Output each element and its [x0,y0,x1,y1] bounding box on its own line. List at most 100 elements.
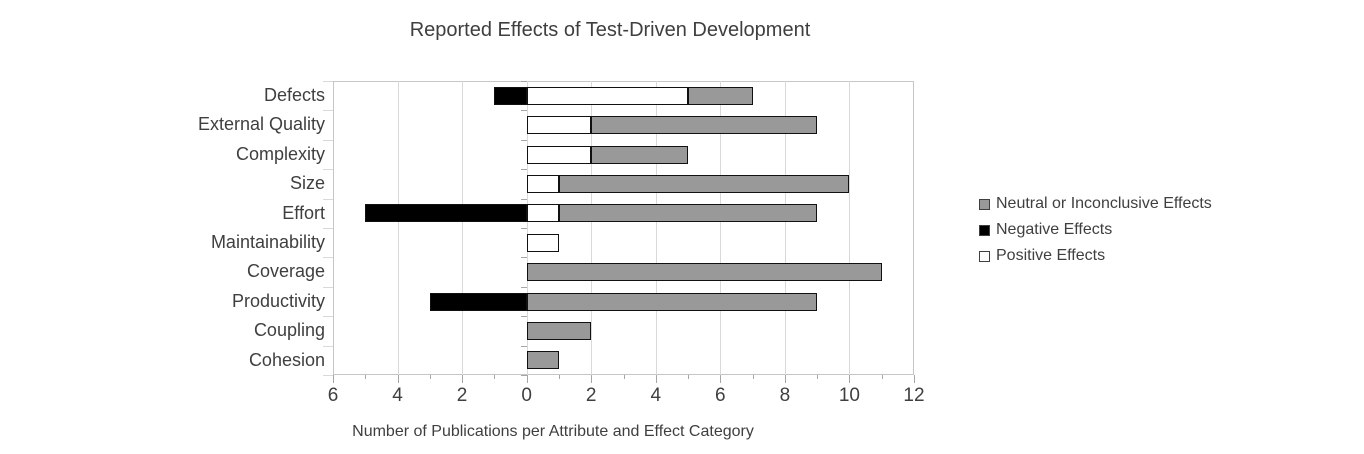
legend-swatch-negative [979,224,990,236]
y-axis-zero-tick [520,228,527,229]
bar-positive-4 [526,204,559,223]
category-label: Complexity [235,143,325,164]
x-axis-minor-tick [429,375,431,379]
bar-positive-3 [526,174,559,193]
bar-neutral-1 [591,116,818,135]
x-tick-label: 4 [650,385,662,406]
y-axis-edge-tick [323,169,333,171]
bar-positive-1 [526,116,592,135]
category-label: Maintainability [210,232,325,252]
legend-swatch-neutral [979,198,990,210]
legend-label-positive: Positive Effects [996,247,1106,264]
x-axis-major-tick [655,375,657,383]
x-tick-label: 6 [715,385,726,406]
gridline [655,81,657,375]
x-axis-minor-tick [817,375,819,379]
x-axis-major-tick [591,375,593,383]
x-axis-minor-tick [623,375,625,379]
y-axis-edge-tick [323,139,333,141]
x-axis-major-tick [849,375,851,383]
category-label: Defects [263,85,325,105]
x-axis-minor-tick [365,375,367,379]
bar-positive-0 [526,86,689,105]
category-label: Productivity [231,290,325,311]
y-axis-edge-tick [323,257,333,259]
x-tick-label: 2 [456,385,468,406]
y-axis-edge-tick [323,198,333,200]
bar-neutral-2 [591,145,688,164]
bar-neutral-7 [526,292,818,311]
y-axis-edge-tick [323,316,333,318]
x-tick-label: 8 [779,385,791,406]
y-axis-zero-tick [520,345,527,347]
category-label: External Quality [197,114,325,135]
x-axis-minor-tick [688,375,690,379]
y-axis-zero-tick [520,286,527,288]
bar-neutral-9 [526,351,559,370]
y-axis-zero-tick [520,169,527,171]
x-axis-minor-tick [752,375,754,379]
gridline [397,81,399,375]
y-axis-edge-tick [323,286,333,288]
x-tick-label: 2 [585,385,597,406]
x-axis-minor-tick [494,375,496,379]
x-axis-major-tick [462,375,464,383]
bar-negative-7 [429,292,527,311]
gridline [784,81,786,375]
category-label: Effort [282,202,325,223]
legend-item: Neutral or Inconclusive Effects [979,191,1212,217]
x-axis-major-tick [784,375,786,383]
bar-negative-0 [494,86,527,105]
x-axis-major-tick [720,375,722,383]
bar-negative-4 [365,204,527,223]
x-tick-label: 12 [903,385,925,406]
y-axis-zero-tick [520,257,527,259]
gridline [462,81,464,375]
x-axis-minor-tick [558,375,560,379]
y-axis-edge-tick [323,228,333,229]
y-axis-zero-tick [520,198,527,200]
bar-neutral-4 [558,204,818,223]
x-tick-label: 4 [392,385,403,406]
y-axis-edge-tick [323,110,333,112]
category-label: Cohesion [248,349,325,370]
x-axis-major-tick [333,375,334,383]
legend: Neutral or Inconclusive Effects Negative … [979,191,1212,269]
y-axis-zero-tick [520,316,527,318]
x-axis-major-tick [397,375,399,383]
legend-swatch-positive [979,250,990,262]
chart-title: Reported Effects of Test-Driven Developm… [409,19,811,41]
x-axis-major-tick [914,375,915,383]
gridline [720,81,722,375]
legend-label-neutral: Neutral or Inconclusive Effects [996,195,1212,212]
legend-item: Positive Effects [979,243,1212,269]
gridline [591,81,593,375]
x-axis-minor-tick [881,375,883,379]
y-axis-zero-tick [520,375,527,376]
bar-positive-5 [526,233,559,252]
x-axis-title: Number of Publications per Attribute and… [352,423,754,440]
y-axis-zero-tick [520,139,527,141]
x-axis-major-tick [526,375,528,383]
x-tick-label: 0 [521,385,532,406]
legend-item: Negative Effects [979,217,1212,243]
y-axis-edge-tick [323,345,333,347]
plot-area-border [333,81,914,375]
bar-neutral-0 [688,86,753,105]
bar-positive-2 [526,145,592,164]
bar-neutral-6 [526,263,882,282]
category-label: Size [289,173,325,194]
category-label: Coverage [246,261,325,282]
gridline [526,81,528,375]
legend-label-negative: Negative Effects [996,221,1113,238]
y-axis-zero-tick [520,81,527,82]
gridline [849,81,851,375]
y-axis-zero-tick [520,110,527,112]
x-tick-label: 6 [327,385,339,406]
bar-neutral-3 [558,174,850,193]
category-label: Coupling [253,320,325,341]
x-tick-label: 10 [838,385,860,406]
bar-neutral-8 [526,321,592,340]
y-axis-edge-tick [323,81,333,82]
